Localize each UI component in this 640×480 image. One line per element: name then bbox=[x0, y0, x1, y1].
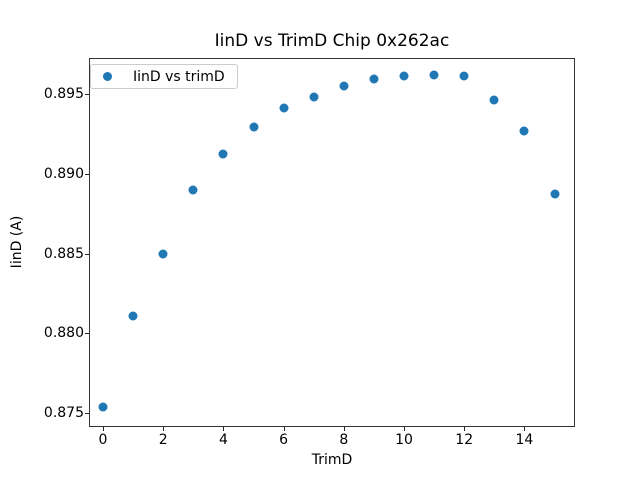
y-tick-label: 0.895 bbox=[43, 85, 84, 102]
x-tick-mark bbox=[223, 427, 225, 431]
data-point bbox=[279, 103, 289, 113]
y-tick-label: 0.890 bbox=[43, 165, 84, 182]
x-tick-mark bbox=[343, 427, 345, 431]
data-point bbox=[98, 402, 108, 412]
scatter-marker-icon bbox=[103, 72, 112, 81]
x-tick-label: 10 bbox=[395, 432, 413, 448]
x-tick-label: 4 bbox=[218, 432, 228, 448]
x-tick-label: 14 bbox=[515, 432, 534, 448]
data-point bbox=[158, 249, 168, 259]
legend-label: IinD vs trimD bbox=[133, 68, 225, 85]
data-point bbox=[489, 95, 499, 105]
data-point bbox=[429, 70, 439, 80]
data-point bbox=[309, 92, 319, 102]
data-point bbox=[399, 71, 409, 81]
y-tick-label: 0.880 bbox=[43, 325, 84, 342]
data-point bbox=[369, 74, 379, 84]
y-tick-mark bbox=[85, 173, 89, 175]
data-point bbox=[550, 189, 560, 199]
y-axis-label: IinD (A) bbox=[9, 215, 25, 269]
data-point bbox=[519, 126, 529, 136]
data-point bbox=[128, 311, 138, 321]
data-point bbox=[339, 81, 349, 91]
x-tick-label: 8 bbox=[339, 432, 349, 448]
y-tick-label: 0.885 bbox=[43, 245, 84, 262]
data-point bbox=[188, 185, 198, 195]
x-tick-mark bbox=[464, 427, 466, 431]
y-tick-label: 0.875 bbox=[43, 405, 84, 422]
x-tick-label: 2 bbox=[158, 432, 168, 448]
y-tick-mark bbox=[85, 93, 89, 95]
y-tick-mark bbox=[85, 413, 89, 415]
data-point bbox=[249, 122, 258, 132]
y-tick-mark bbox=[85, 253, 89, 255]
data-point bbox=[218, 149, 228, 159]
x-axis-label: TrimD bbox=[311, 452, 353, 468]
legend: IinD vs trimD bbox=[90, 64, 238, 89]
x-tick-mark bbox=[283, 427, 285, 431]
x-tick-mark bbox=[404, 427, 406, 431]
chart-title: IinD vs TrimD Chip 0x262ac bbox=[214, 31, 450, 51]
x-tick-mark bbox=[163, 427, 165, 431]
x-tick-label: 12 bbox=[455, 432, 474, 448]
plot-area bbox=[89, 58, 575, 427]
data-point bbox=[459, 71, 469, 81]
x-tick-label: 6 bbox=[279, 432, 289, 448]
x-tick-mark bbox=[524, 427, 526, 431]
y-tick-mark bbox=[85, 333, 89, 335]
x-tick-mark bbox=[102, 427, 104, 431]
x-tick-label: 0 bbox=[98, 432, 108, 448]
